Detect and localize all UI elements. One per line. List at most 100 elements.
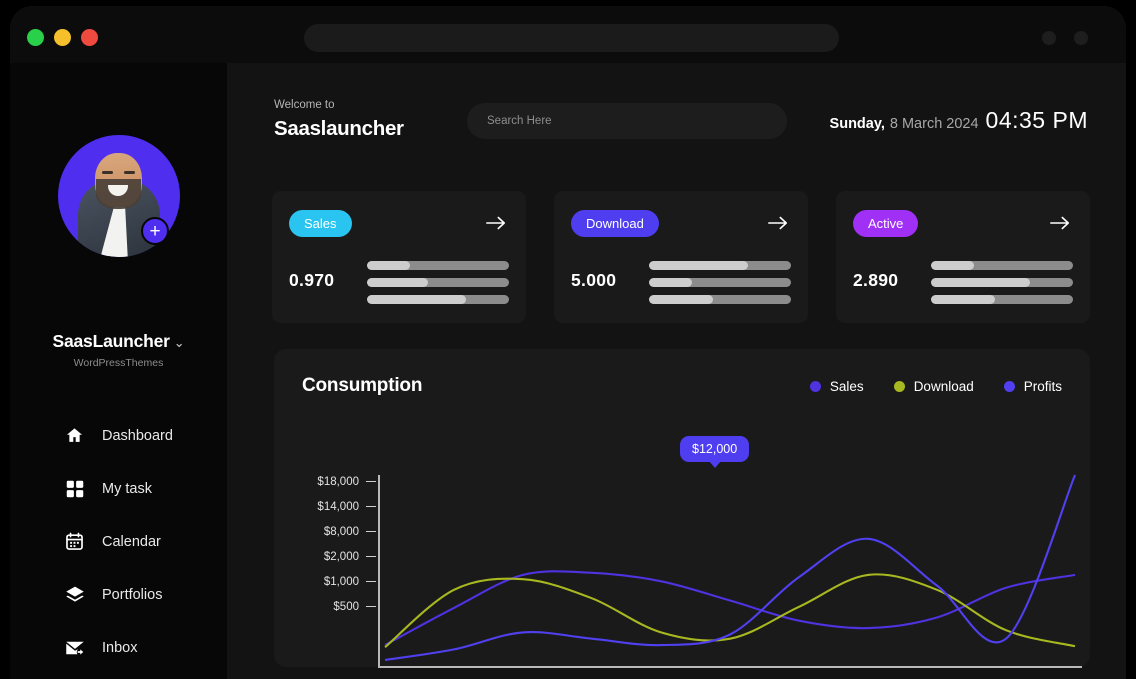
stat-value: 2.890 [853,270,899,290]
sidebar-item-label: Portfolios [102,586,163,603]
chart-y-axis: $18,000 $14,000 $8,000 $2,000 $1,000 $50… [284,469,376,619]
y-tick-label: $8,000 [323,525,359,538]
legend-item-download[interactable]: Download [893,379,974,394]
close-light[interactable] [81,29,98,46]
y-tick: $8,000 [284,519,376,544]
sidebar-nav: Dashboard My task Calendar [10,409,227,679]
brand-name-text: SaasLauncher [52,331,170,351]
main-content: Welcome to Saaslauncher Sunday, 8 March … [227,63,1126,679]
datetime-time: 04:35 PM [985,107,1088,133]
y-tick: $500 [284,594,376,619]
stat-card-active[interactable]: Active 2.890 [836,191,1090,323]
browser-menu-dots [1042,31,1088,45]
legend-dot [893,381,905,392]
y-tick: $14,000 [284,494,376,519]
progress-bars [649,261,791,304]
datetime-display: Sunday, 8 March 2024 04:35 PM [830,107,1088,134]
avatar-image [58,135,180,257]
add-photo-button[interactable]: + [141,217,169,245]
y-tick-mark [366,605,376,608]
sidebar-item-label: Inbox [102,639,138,656]
browser-titlebar [10,6,1126,63]
progress-bars [367,261,509,304]
y-tick: $2,000 [284,544,376,569]
progress-bar [367,278,509,287]
profile-icon[interactable] [1074,31,1088,45]
chart-axis-x-line [378,666,1082,668]
sidebar-item-list-work[interactable]: List Work [10,674,227,679]
sidebar-item-portfolios[interactable]: Portfolios [10,568,227,621]
status-badge: Sales [289,210,352,237]
stat-card-sales[interactable]: Sales 0.970 [272,191,526,323]
maximize-light[interactable] [27,29,44,46]
arrow-right-icon[interactable] [485,213,507,233]
chevron-down-icon: ⌄ [173,335,185,350]
arrow-right-icon[interactable] [767,213,789,233]
calendar-icon [64,531,85,552]
brand-subtitle: WordPressThemes [73,357,164,369]
status-badge: Active [853,210,919,237]
y-tick-label: $2,000 [323,550,359,563]
y-tick-mark [366,580,376,583]
y-tick-label: $18,000 [317,475,359,488]
grid-icon [64,478,85,499]
sidebar-item-my-task[interactable]: My task [10,462,227,515]
sidebar-item-label: Dashboard [102,427,173,444]
y-tick-label: $500 [333,600,359,613]
chart-legend: Sales Download Profits [809,379,1062,394]
legend-label: Download [913,379,974,394]
y-tick-mark [366,555,376,558]
status-badge: Download [571,210,659,237]
sidebar: + SaasLauncher ⌄ WordPressThemes Dashboar… [10,63,227,679]
series-line-download [384,573,1076,649]
y-tick-label: $14,000 [317,500,359,513]
progress-bars [931,261,1073,304]
y-tick-mark [366,505,376,508]
minimize-light[interactable] [54,29,71,46]
progress-bar [931,261,1073,270]
brand-name[interactable]: SaasLauncher ⌄ [10,331,227,352]
series-line-profits [384,474,1076,662]
chart-title: Consumption [302,375,423,396]
sidebar-item-label: My task [102,480,152,497]
sidebar-item-dashboard[interactable]: Dashboard [10,409,227,462]
chart-curves [384,474,1076,662]
stat-value: 0.970 [289,270,335,290]
app-body: + SaasLauncher ⌄ WordPressThemes Dashboar… [10,63,1126,679]
envelope-icon [64,637,85,658]
home-icon [64,425,85,446]
search-input[interactable] [467,103,787,139]
chart-axis-y-line [378,475,380,668]
arrow-right-icon[interactable] [1049,213,1071,233]
progress-bar [367,261,509,270]
legend-item-profits[interactable]: Profits [1003,379,1062,394]
y-tick-mark [366,530,376,533]
y-tick: $18,000 [284,469,376,494]
sidebar-item-calendar[interactable]: Calendar [10,515,227,568]
consumption-chart-panel: Consumption Sales Download Profits [274,349,1090,668]
avatar-mouth [108,185,128,196]
legend-dot [809,381,821,392]
progress-bar [367,295,509,304]
legend-item-sales[interactable]: Sales [809,379,864,394]
page-title: Saaslauncher [274,117,404,140]
datetime-date: 8 March 2024 [889,116,979,132]
avatar-eyes [102,171,135,175]
series-line-sales [384,570,1076,647]
progress-bar [649,295,791,304]
sidebar-item-inbox[interactable]: Inbox [10,621,227,674]
stat-card-download[interactable]: Download 5.000 [554,191,808,323]
avatar[interactable]: + [58,135,180,257]
y-tick-mark [366,480,376,483]
chart-plot-area: $18,000 $14,000 $8,000 $2,000 $1,000 $50… [274,407,1090,668]
progress-bar [931,278,1073,287]
datetime-day: Sunday, [829,116,885,132]
browser-url-bar[interactable] [304,24,839,52]
legend-label: Sales [829,379,864,394]
window-controls [27,29,98,46]
y-tick: $1,000 [284,569,376,594]
chart-tooltip: $12,000 [680,436,750,468]
legend-dot [1003,381,1015,392]
extensions-icon[interactable] [1042,31,1056,45]
